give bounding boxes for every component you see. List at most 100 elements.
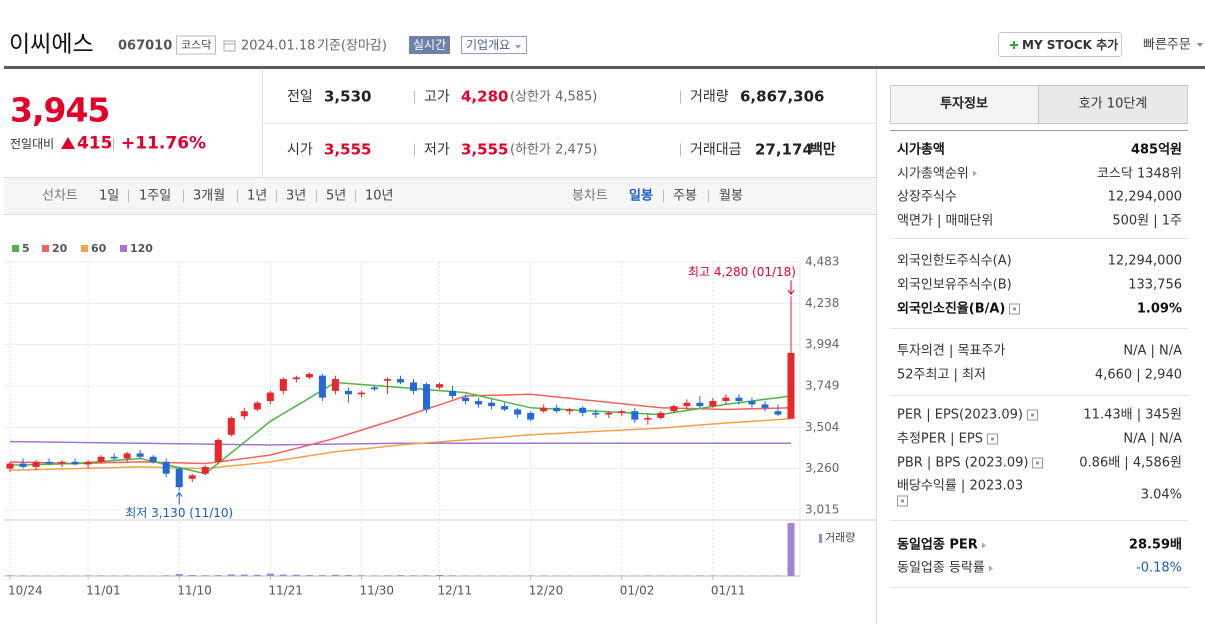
- change: 415: [77, 133, 113, 154]
- volume-legend-label: 거래량: [825, 531, 855, 544]
- help-icon[interactable]: [897, 495, 908, 507]
- help-icon[interactable]: [1032, 457, 1044, 469]
- divider: [262, 69, 263, 177]
- candle-body: [240, 411, 248, 417]
- legend-label: 5: [22, 242, 30, 255]
- volume-bar: [279, 574, 287, 576]
- info-value: N/A | N/A: [1123, 431, 1182, 447]
- candle-body: [292, 377, 300, 380]
- volume-bar: [6, 575, 14, 576]
- info-value: 12,294,000: [1107, 189, 1182, 205]
- candle-body: [670, 406, 678, 412]
- candle-body: [162, 461, 170, 474]
- info-label: 배당수익률 | 2023.03: [897, 480, 1023, 507]
- candle-body: [696, 402, 704, 407]
- y-tick-label: 3,015: [805, 503, 839, 517]
- period-button[interactable]: 3년: [286, 188, 307, 204]
- candle-body: [318, 375, 326, 398]
- volume-bar: [696, 575, 704, 576]
- y-tick-label: 3,260: [805, 461, 839, 475]
- candle-body: [188, 475, 196, 479]
- volume-bar: [344, 575, 352, 576]
- info-value: 1.09%: [1136, 301, 1182, 317]
- section-divider: [890, 130, 1188, 131]
- info-label: 52주최고 | 최저: [897, 367, 986, 383]
- period-button[interactable]: 주봉: [673, 188, 697, 204]
- info-label: 외국인보유주식수(B): [897, 277, 1012, 293]
- volume-bar: [214, 575, 222, 576]
- x-tick-label: 12/11: [438, 584, 473, 598]
- candle-body: [110, 456, 118, 459]
- period-button[interactable]: 10년: [365, 188, 394, 204]
- info-value: 133,756: [1128, 277, 1182, 293]
- section-divider: [890, 587, 1188, 588]
- info-value: 0.86배 | 4,586원: [1079, 455, 1182, 471]
- arrow-icon: [988, 565, 993, 571]
- candle-body: [123, 453, 131, 459]
- candle-body: [748, 401, 756, 405]
- volume-bar: [227, 574, 235, 576]
- volume-bar: [423, 575, 431, 576]
- candle-body: [97, 456, 105, 462]
- volume-bar: [253, 574, 261, 576]
- help-icon[interactable]: [1009, 303, 1021, 315]
- help-icon[interactable]: [986, 433, 998, 445]
- candle-body: [305, 374, 313, 378]
- period-button[interactable]: 1일: [99, 188, 120, 204]
- help-icon[interactable]: [1026, 409, 1038, 421]
- header-rule: [4, 66, 1205, 69]
- tab-active[interactable]: [890, 85, 1039, 124]
- info-value: 28.59배: [1128, 537, 1182, 553]
- volume-legend-swatch: [819, 534, 822, 543]
- period-button-active[interactable]: 일봉: [629, 188, 653, 204]
- candle-body: [84, 461, 92, 465]
- period-button[interactable]: 월봉: [719, 188, 743, 204]
- legend-swatch: [120, 245, 127, 252]
- candle-body: [709, 401, 717, 407]
- info-label: 시가총액순위: [897, 167, 977, 180]
- info-label: PBR | BPS (2023.09): [897, 456, 1044, 469]
- stock-chart: 3,015 3,260 3,504 3,749 3,994 4,238 4,483 10/24…: [4, 242, 876, 598]
- candle-body: [436, 384, 444, 388]
- chart-panel: [4, 69, 877, 624]
- volume-bar: [318, 575, 326, 576]
- info-label: 액면가 | 매매단위: [897, 213, 994, 228]
- tab-label: 투자정보: [940, 96, 988, 112]
- stock-code: 067010: [118, 38, 173, 54]
- volume-bar: [292, 574, 300, 576]
- candle-body: [410, 382, 418, 391]
- overview-button[interactable]: 기업개요: [461, 36, 528, 54]
- dropdown-caret: [515, 45, 522, 49]
- mystock-button[interactable]: MY STOCK 추가: [998, 32, 1122, 57]
- volume-bar: [527, 575, 535, 576]
- volume-bar: [436, 574, 444, 576]
- info-value: N/A | N/A: [1123, 343, 1182, 359]
- separator: [663, 189, 664, 203]
- volume-bar: [240, 574, 248, 576]
- candle-body: [501, 406, 509, 410]
- period-button[interactable]: 3개월: [193, 188, 226, 204]
- volume-bar: [462, 575, 470, 576]
- period-button[interactable]: 1년: [247, 188, 268, 204]
- candle-body: [618, 411, 626, 413]
- y-tick-label: 3,504: [805, 420, 839, 434]
- period-button[interactable]: 5년: [326, 188, 347, 204]
- info-value: 3.04%: [1140, 487, 1182, 503]
- realtime-button[interactable]: 실시간: [409, 36, 451, 54]
- mystock-label: MY STOCK 추가: [1022, 38, 1119, 52]
- period-button[interactable]: 1주일: [139, 188, 172, 204]
- section-divider: [890, 395, 1188, 396]
- volume-bar: [19, 575, 27, 576]
- candle-body: [19, 463, 27, 467]
- legend-swatch: [42, 245, 49, 252]
- volume-bar: [410, 575, 418, 576]
- volume-bar: [188, 575, 196, 576]
- info-value: -0.18%: [1136, 560, 1182, 576]
- tab[interactable]: [1039, 85, 1188, 124]
- volume-bar: [397, 575, 404, 576]
- info-label: 상장주식수: [897, 189, 957, 205]
- x-tick-label: 01/02: [620, 584, 655, 598]
- quick-order[interactable]: 빠른주문: [1143, 37, 1191, 53]
- market-badge: 코스닥: [176, 35, 217, 55]
- stat-label: 전일: [287, 89, 313, 105]
